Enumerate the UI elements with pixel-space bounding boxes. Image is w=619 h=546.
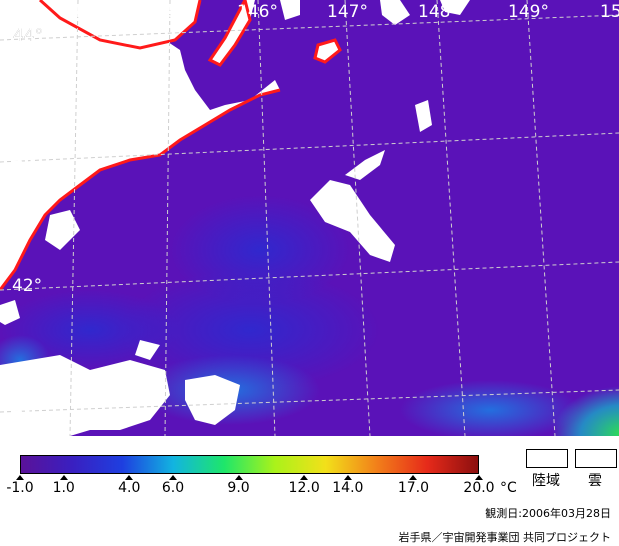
colorbar-tick-mark [343, 475, 352, 480]
longitude-label: 146° [237, 2, 278, 22]
colorbar-tick-mark [300, 475, 309, 480]
longitude-label: 145° [146, 2, 187, 22]
coastline [0, 88, 281, 291]
colorbar-tick-mark [475, 475, 483, 480]
latitude-label: 41° [12, 400, 43, 420]
latitude-label: 44° [13, 26, 44, 46]
unit-label: °C [500, 480, 517, 496]
colorbar-tick-label: 1.0 [52, 480, 75, 496]
cloud [280, 0, 300, 20]
colorbar-tick-mark [125, 475, 134, 480]
cloud [135, 340, 160, 360]
cloud [380, 0, 410, 25]
colorbar-tick-label: 6.0 [161, 480, 185, 496]
cloud [310, 180, 395, 262]
cloud [0, 355, 170, 436]
colorbar-tick-mark [234, 475, 243, 480]
cloud [0, 300, 20, 325]
longitude-label: 148° [418, 2, 459, 22]
colorbar-tick-label: -1.0 [6, 480, 34, 496]
land-hokkaido [0, 0, 200, 48]
cloud [185, 375, 240, 425]
observation-date: 観測日:2006年03月28日 [485, 507, 611, 520]
colorbar-tick-mark [169, 475, 177, 480]
colorbar-tick-label: 4.0 [118, 480, 141, 496]
land-legend-swatch [526, 449, 568, 468]
temperature-colorbar [20, 455, 479, 474]
longitude-label: 144° [60, 2, 101, 22]
longitude-label: 149° [508, 2, 549, 22]
cloud-legend-label: 雲 [588, 473, 602, 489]
colorbar-tick-mark [59, 475, 68, 480]
colorbar-tick-label: 14.0 [332, 480, 364, 496]
longitude-label: 15 [600, 2, 619, 22]
sst-map-image [0, 0, 619, 436]
cloud [440, 0, 470, 15]
colorbar-tick-label: 9.0 [227, 480, 250, 496]
cloud [100, 0, 130, 18]
latitude-label: 42° [12, 276, 43, 296]
colorbar-tick-label: 20.0 [463, 480, 495, 496]
coastline [207, 0, 252, 67]
land-hokkaido [0, 0, 280, 290]
cloud-legend-swatch [575, 449, 617, 468]
cloud [345, 150, 385, 180]
colorbar-tick-label: 17.0 [397, 480, 430, 496]
grid-lines [0, 0, 619, 436]
cloud [45, 210, 80, 250]
credit-line: 岩手県／宇宙開発事業団 共同プロジェクト [398, 531, 612, 544]
warm-water-patch [540, 370, 619, 436]
longitude-label: 147° [327, 2, 368, 22]
colorbar-tick-mark [16, 475, 24, 480]
sst-map: 144° 145° 146° 147° 148° 149° 15 44° 43°… [0, 0, 619, 436]
legend-panel: -1.0 1.0 4.0 6.0 9.0 12.0 14.0 17.0 20.0 °C 陸域 雲… [0, 436, 619, 546]
cyan-water-patch [400, 380, 580, 436]
colorbar-tick-label: 12.0 [288, 480, 320, 496]
colorbar-tick-mark [409, 475, 418, 480]
coastline [38, 0, 202, 50]
coastline [313, 38, 342, 64]
latitude-label: 43° [12, 150, 43, 170]
land-legend-label: 陸域 [532, 473, 560, 489]
land-kuril [210, 0, 255, 65]
cloud [415, 100, 432, 132]
